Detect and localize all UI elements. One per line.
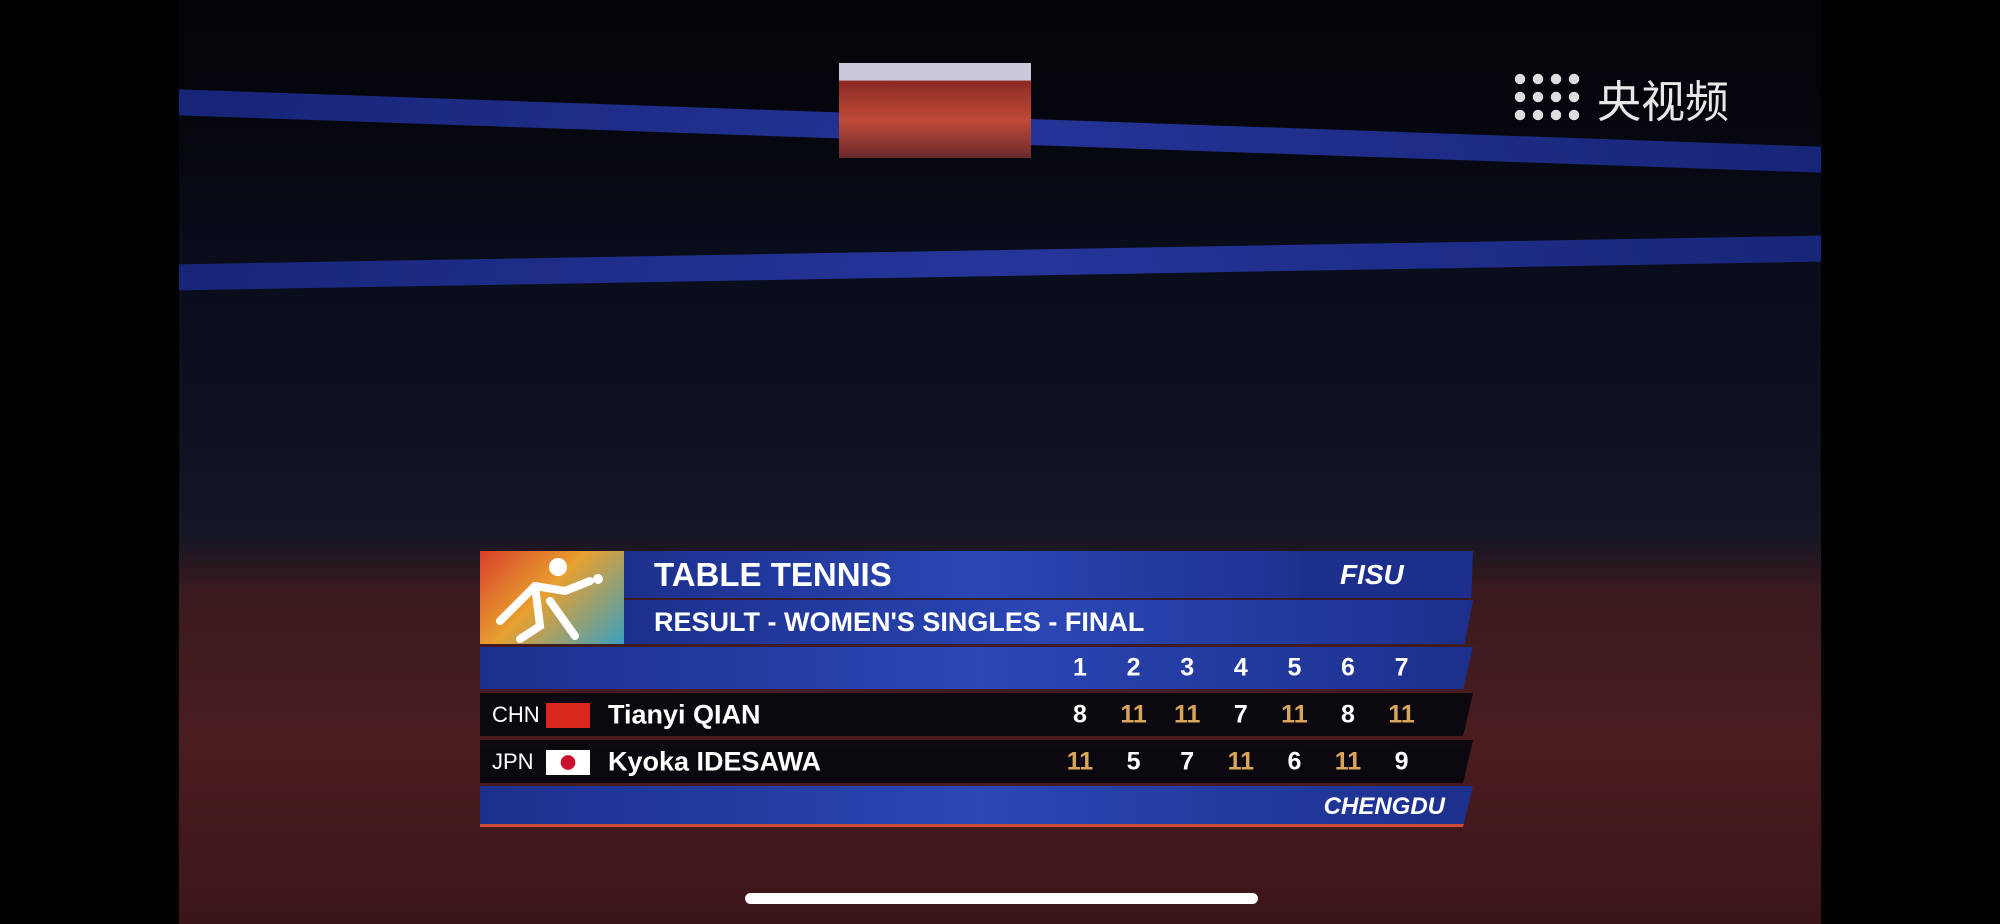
country-code: CHN (492, 701, 540, 727)
watermark-icon (1511, 70, 1583, 126)
game-score: 8 (1073, 700, 1087, 728)
flag (546, 750, 590, 775)
game-number: 6 (1341, 653, 1355, 682)
venue: CHENGDU (1323, 793, 1445, 820)
home-indicator (745, 893, 1258, 904)
watermark-text: 央视频 (1597, 78, 1729, 127)
footer-bar (480, 786, 1473, 827)
player-name: Tianyi QIAN (608, 699, 761, 729)
sport-title: TABLE TENNIS (654, 556, 892, 593)
game-score: 7 (1233, 700, 1248, 728)
game-score: 8 (1341, 700, 1355, 728)
game-score: 9 (1394, 747, 1409, 775)
sport-icon (480, 551, 624, 644)
game-score: 11 (1388, 700, 1415, 728)
game-score: 11 (1227, 747, 1255, 775)
country-code: JPN (492, 748, 534, 774)
game-score: 11 (1173, 700, 1201, 728)
game-score: 11 (1334, 747, 1362, 775)
game-score: 7 (1180, 747, 1195, 775)
game-number: 1 (1073, 653, 1087, 682)
event-title: RESULT - WOMEN'S SINGLES - FINAL (654, 607, 1145, 637)
scoreboard: TABLE TENNIS FISU RESULT - WOMEN'S SINGL… (480, 551, 1473, 827)
flag (546, 703, 590, 728)
pictogram (496, 558, 603, 643)
game-number: 7 (1394, 653, 1409, 682)
game-score: 6 (1287, 747, 1302, 775)
led-ribbon (179, 235, 1821, 291)
game-score: 11 (1281, 700, 1308, 728)
game-score: 11 (1066, 747, 1094, 775)
game-score: 11 (1120, 700, 1147, 728)
logo-bar (1300, 551, 1473, 598)
game-number: 2 (1126, 653, 1141, 682)
games-header: 1 2 3 4 5 6 7 (480, 647, 1473, 689)
game-number: 3 (1180, 653, 1195, 682)
player-row: JPN Kyoka IDESAWA 11 5 7 11 6 11 9 (480, 740, 1473, 783)
jumbotron (839, 63, 1031, 158)
player-row: CHN Tianyi QIAN 8 11 11 7 11 8 11 (480, 693, 1473, 736)
game-number: 4 (1233, 653, 1248, 682)
player-name: Kyoka IDESAWA (608, 746, 822, 776)
event-bar (624, 600, 1473, 644)
title-bar (624, 551, 1324, 598)
game-score: 5 (1126, 747, 1141, 775)
watermark: 央视频 (1511, 70, 1729, 127)
game-number: 5 (1287, 653, 1302, 682)
fisu-logo: FISU (1340, 559, 1404, 590)
